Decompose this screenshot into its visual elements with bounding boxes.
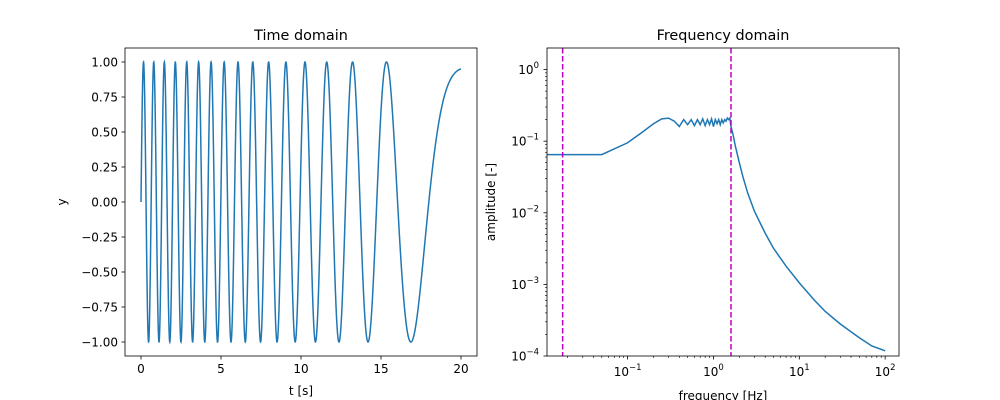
y-tick-label: 100 [518,61,539,77]
y-tick-label: 1.00 [91,55,118,69]
x-tick-label: 20 [453,362,468,376]
frequency-domain-vlines [561,48,732,356]
y-tick-label: −0.25 [81,230,118,244]
y-tick-label: 10−2 [511,204,539,220]
x-tick-label: 101 [789,363,810,379]
frequency-domain-frame [546,47,900,357]
y-tick-label: −1.00 [81,335,118,349]
time-domain-title: Time domain [253,28,348,44]
frequency-domain-title: Frequency domain [657,28,790,44]
x-tick-label: 5 [217,362,225,376]
y-tick-label: −0.75 [81,300,118,314]
frequency-domain-plot-area [547,48,886,356]
frequency-domain-y-ticks: 10−4 10−3 10−2 10−1 100 [511,61,547,364]
frequency-domain-spectrum-line [547,116,886,352]
y-tick-label: 10−4 [511,348,539,364]
x-tick-label: 10 [293,362,308,376]
x-tick-label: 100 [703,363,724,379]
time-domain-series-group [140,59,462,345]
time-domain-xlabel: t [s] [289,384,313,398]
y-tick-label: 0.50 [91,125,118,139]
time-domain-ylabel: y [55,198,69,205]
x-tick-label: 10−1 [614,363,642,379]
y-tick-label: −0.50 [81,265,118,279]
x-tick-label: 0 [137,362,145,376]
y-tick-label: 0.75 [91,90,118,104]
frequency-domain-ylabel: amplitude [-] [484,163,498,241]
time-domain-signal-line [140,59,462,345]
y-tick-label: 0.25 [91,160,118,174]
y-tick-label: 10−3 [511,276,539,292]
frequency-domain-xlabel: frequency [Hz] [679,389,768,400]
frequency-domain-x-ticks: 10−1 100 101 102 [567,356,896,379]
time-domain-frame [124,47,478,357]
x-tick-label: 15 [373,362,388,376]
x-tick-label: 102 [875,363,896,379]
frequency-domain-series-group [547,116,886,352]
y-tick-label: 10−1 [511,133,539,149]
time-domain-y-ticks: −1.00 −0.75 −0.50 −0.25 0.00 0.25 0.50 0.75 1.00 [81,55,125,349]
time-domain-x-ticks: 0 5 10 15 20 [137,356,469,376]
y-tick-label: 0.00 [91,195,118,209]
frequency-domain-axes: Frequency domain 10−1 100 101 102 10−410−31… [484,28,900,400]
time-domain-axes: Time domain 0 5 10 15 20 −1.00 −0.75 −0.50 −0.2… [55,28,478,398]
